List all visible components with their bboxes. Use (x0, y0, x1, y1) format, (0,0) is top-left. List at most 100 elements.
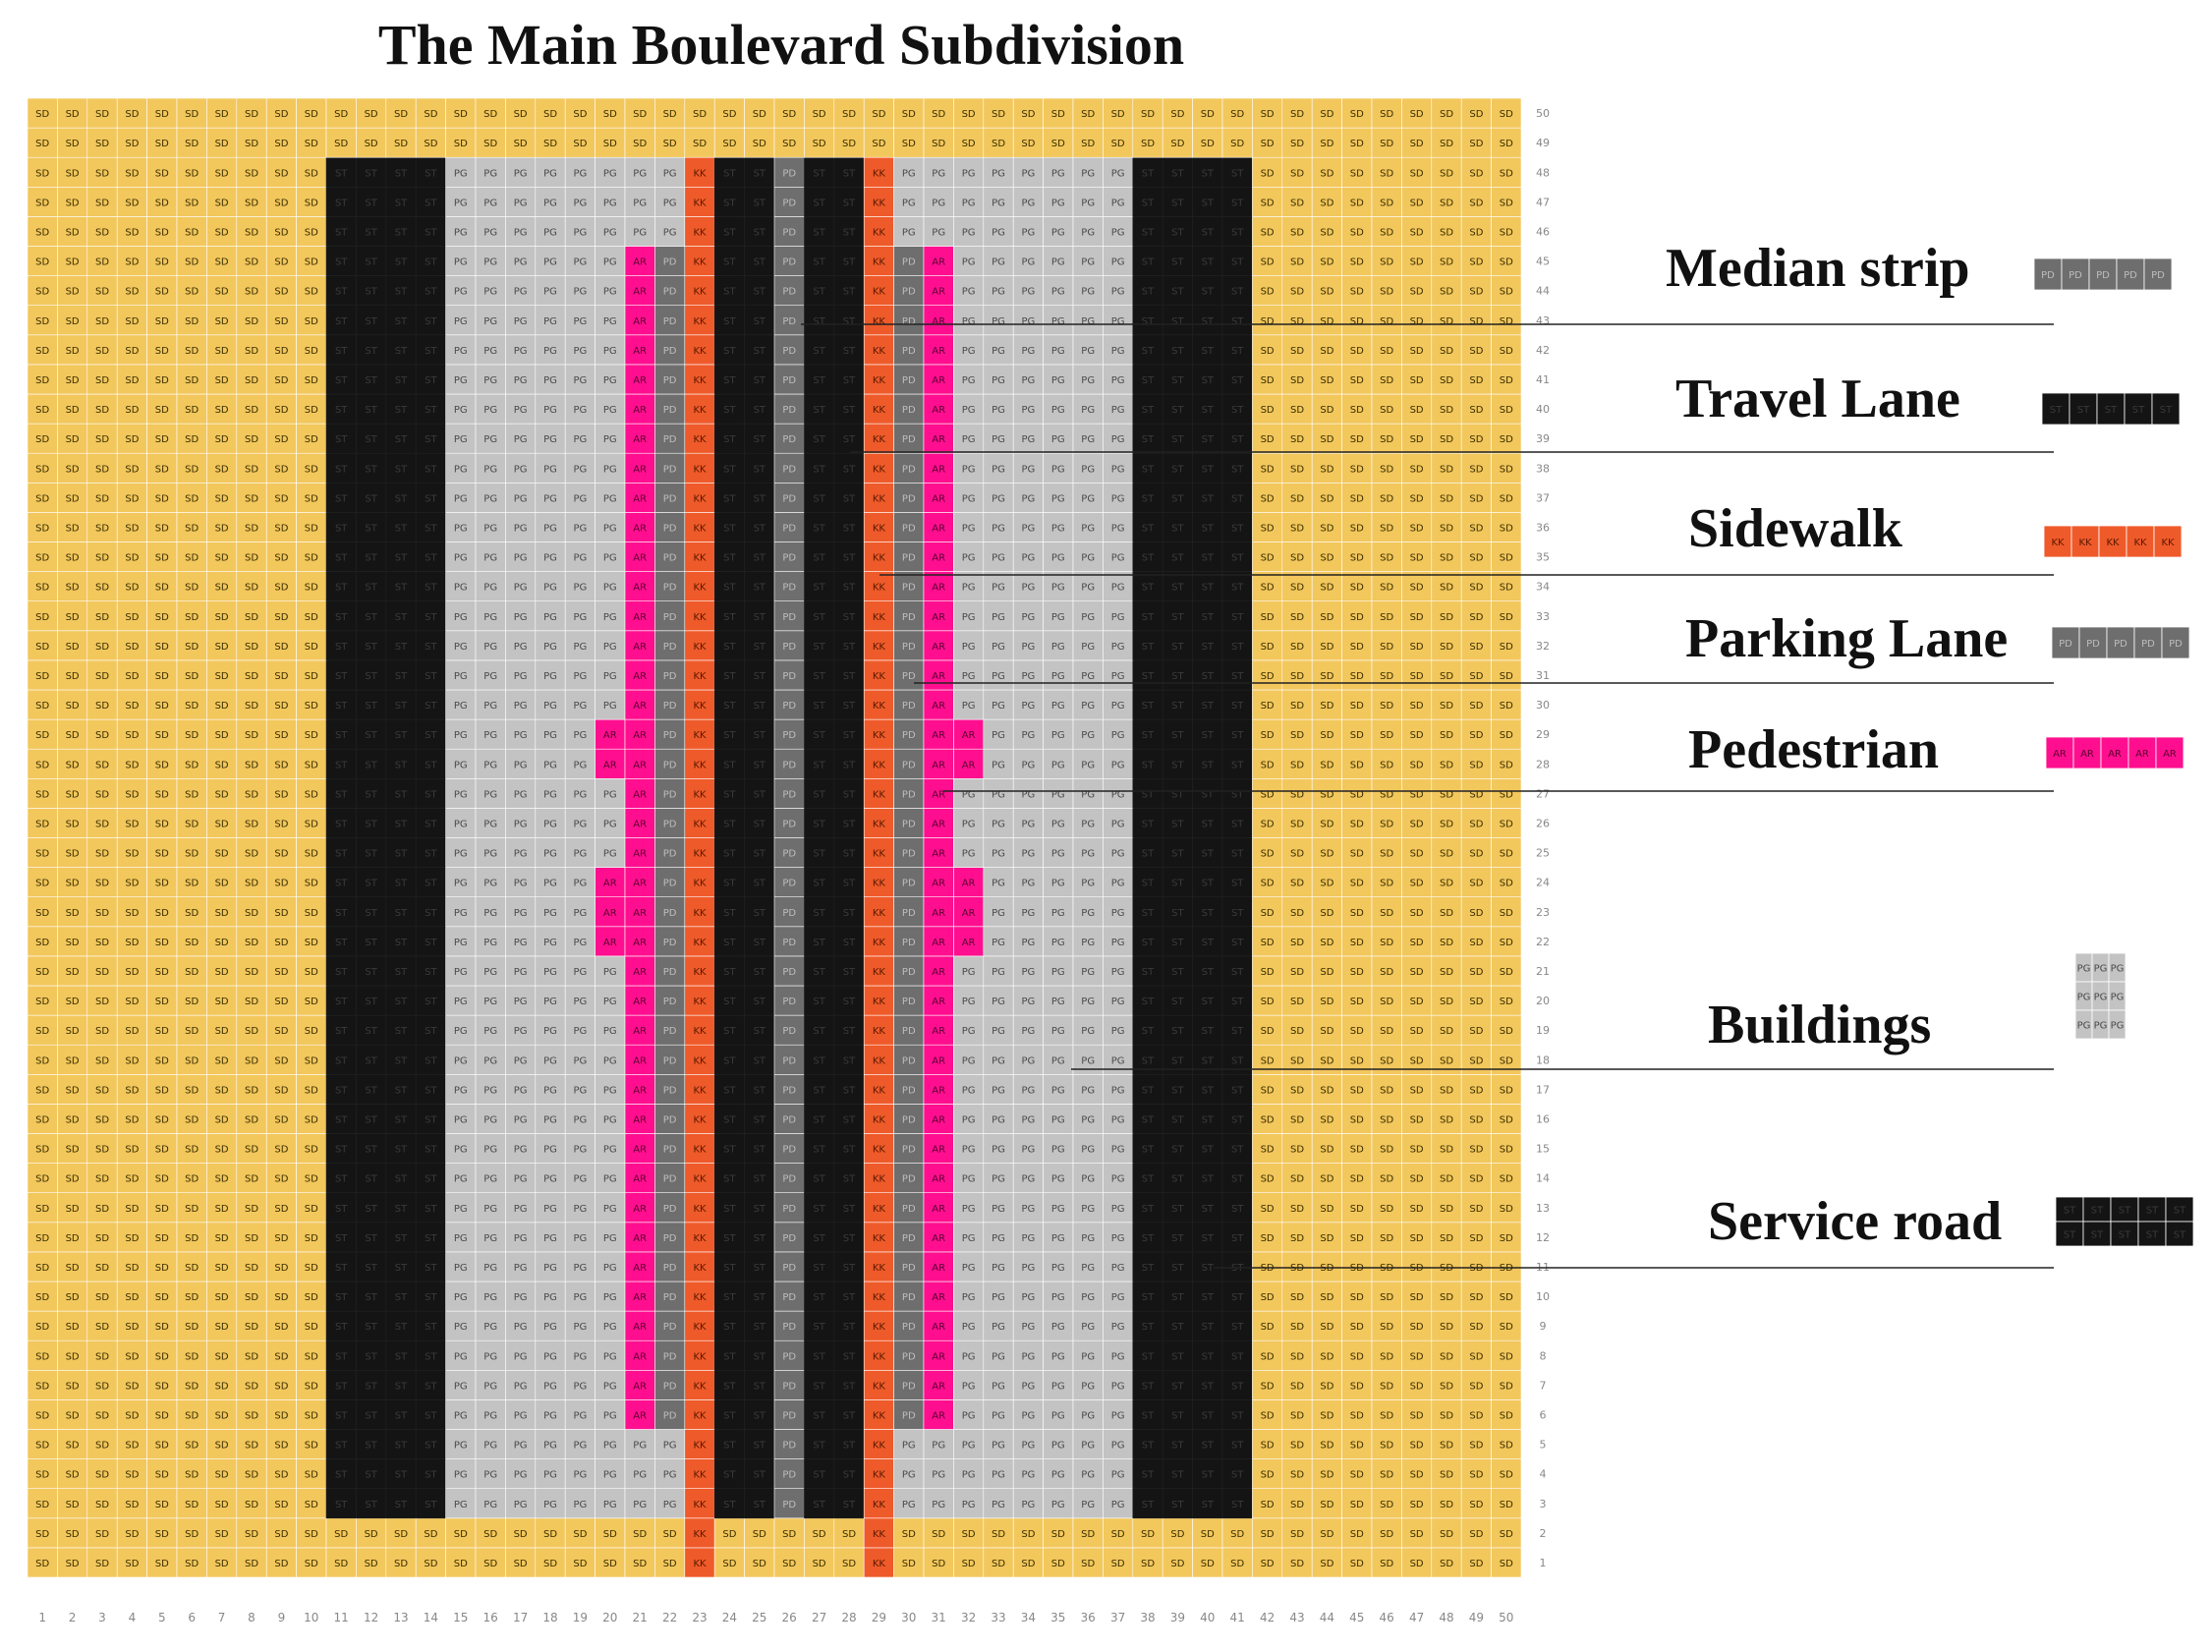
grid-cell-code: SD (1290, 1441, 1304, 1452)
grid-cell-code: SD (1350, 109, 1364, 120)
grid-cell-code: ST (723, 405, 736, 416)
grid-cell (1431, 1517, 1462, 1549)
grid-cell-code: SD (1290, 730, 1304, 741)
grid-cell-code: ST (723, 375, 736, 386)
grid-cell-code: ST (723, 1322, 736, 1333)
grid-cell-code: SD (1320, 760, 1333, 770)
grid-cell-code: SD (245, 434, 258, 445)
grid-cell-code: PD (663, 1204, 677, 1215)
grid-cell (595, 1399, 626, 1430)
grid-cell-code: PD (782, 849, 796, 860)
grid-cell (296, 1517, 327, 1549)
grid-cell (1043, 1488, 1074, 1519)
grid-cell-code: SD (1500, 346, 1513, 357)
grid-cell-code: SD (245, 1114, 258, 1125)
grid-cell-code: SD (155, 1351, 169, 1362)
grid-cell-code: SD (1440, 612, 1453, 623)
grid-cell-code: SD (1261, 997, 1275, 1007)
grid-cell-code: ST (754, 997, 766, 1007)
grid-cell-code: SD (215, 1026, 229, 1037)
grid-cell-code: PG (1111, 642, 1125, 653)
grid-cell-code: SD (185, 375, 199, 386)
grid-cell-code: SD (1170, 109, 1184, 120)
grid-cell-code: SD (1350, 701, 1364, 712)
grid-cell-code: SD (1350, 642, 1364, 653)
grid-cell-code: PG (543, 967, 557, 978)
grid-cell-code: ST (843, 227, 856, 238)
grid-cell-code: SD (155, 1500, 169, 1510)
grid-cell-code: AR (932, 997, 945, 1007)
grid-cell-code: SD (1290, 493, 1304, 504)
grid-cell-code: PD (902, 1292, 916, 1303)
grid-cell-code: SD (1410, 1351, 1424, 1362)
grid-cell-code: SD (573, 139, 587, 149)
grid-cell-code: PG (1051, 997, 1065, 1007)
grid-cell-code: SD (185, 198, 199, 208)
grid-cell-code: PG (574, 671, 588, 682)
grid-cell-code: ST (365, 1322, 377, 1333)
grid-cell-code: KK (693, 1559, 707, 1569)
grid-cell-code: PG (543, 789, 557, 800)
grid-cell-code: ST (843, 1114, 856, 1125)
grid-cell-code: PG (574, 346, 588, 357)
grid-cell-code: SD (1500, 1145, 1513, 1156)
grid-cell-code: SD (1469, 1085, 1483, 1096)
grid-cell (27, 1310, 58, 1341)
grid-cell-code: ST (1231, 997, 1244, 1007)
grid-cell (1162, 1399, 1193, 1430)
grid-cell (236, 1222, 267, 1253)
grid-cell-code: ST (1171, 1441, 1184, 1452)
grid-cell-code: PG (574, 405, 588, 416)
grid-cell-code: ST (1202, 434, 1215, 445)
grid-cell-code: ST (1142, 908, 1155, 919)
grid-cell-code: PG (483, 1470, 497, 1481)
grid-cell-code: ST (843, 849, 856, 860)
grid-cell-code: ST (365, 1114, 377, 1125)
grid-cell-code: AR (633, 1026, 647, 1037)
grid-cell-code: PG (1051, 879, 1065, 889)
grid-cell-code: SD (1410, 1470, 1424, 1481)
grid-cell-code: ST (723, 1292, 736, 1303)
grid-cell-code: SD (1320, 671, 1333, 682)
grid-cell-code: SD (185, 1085, 199, 1096)
grid-cell-code: PG (992, 1410, 1005, 1421)
grid-cell-code: KK (693, 1204, 707, 1215)
grid-cell-code: PG (514, 553, 528, 564)
grid-cell-code: SD (1500, 997, 1513, 1007)
grid-cell-code: ST (723, 257, 736, 268)
grid-cell-code: SD (1380, 908, 1393, 919)
grid-cell-code: SD (305, 168, 318, 179)
grid-cell-code: SD (125, 1114, 139, 1125)
grid-cell-code: ST (843, 997, 856, 1007)
grid-cell-code: SD (1230, 109, 1244, 120)
grid-cell-code: ST (365, 789, 377, 800)
grid-cell-code: PD (782, 642, 796, 653)
grid-cell (983, 1281, 1014, 1312)
grid-cell-code: SD (245, 139, 258, 149)
grid-cell-code: SD (245, 1174, 258, 1185)
grid-cell-code: ST (843, 1500, 856, 1510)
grid-cell-code: PG (514, 642, 528, 653)
grid-cell-code: SD (1261, 938, 1275, 948)
grid-cell-code: PG (574, 967, 588, 978)
grid-cell-code: SD (66, 1410, 80, 1421)
grid-cell-code: ST (843, 1410, 856, 1421)
grid-cell-code: SD (215, 997, 229, 1007)
grid-cell-code: ST (723, 1055, 736, 1066)
grid-cell-code: SD (125, 375, 139, 386)
grid-cell-code: PD (902, 671, 916, 682)
grid-cell (1162, 1488, 1193, 1519)
grid-cell-code: SD (274, 375, 288, 386)
grid-cell-code: PG (992, 1026, 1005, 1037)
grid-cell-code: SD (1380, 1529, 1393, 1540)
grid-cell-code: PG (1022, 434, 1036, 445)
grid-cell (713, 1429, 745, 1459)
grid-cell-code: PG (483, 642, 497, 653)
grid-cell-code: SD (365, 139, 378, 149)
grid-cell-code: PG (603, 1026, 617, 1037)
grid-cell-code: ST (754, 701, 766, 712)
grid-cell-code: SD (35, 493, 49, 504)
grid-cell-code: ST (813, 168, 825, 179)
grid-cell-code: AR (633, 1055, 647, 1066)
grid-cell-code: PG (483, 1441, 497, 1452)
